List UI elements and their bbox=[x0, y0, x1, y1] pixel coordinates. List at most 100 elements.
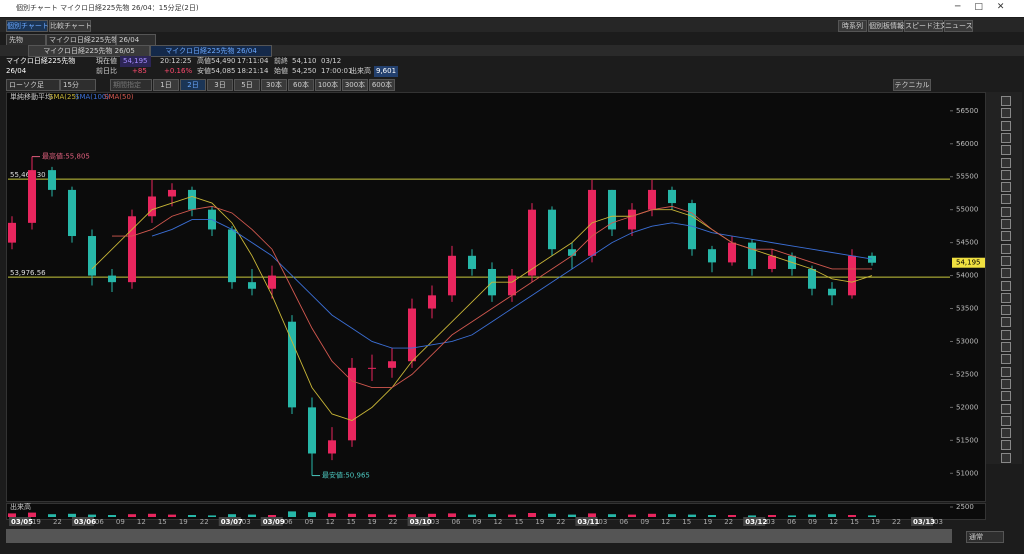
window-controls[interactable]: ─□✕ bbox=[955, 2, 1019, 12]
tool-icon[interactable] bbox=[1001, 268, 1011, 279]
volume-bar bbox=[868, 515, 876, 517]
tool-icon[interactable] bbox=[1001, 96, 1011, 106]
volume-bar bbox=[388, 514, 396, 517]
candle-body bbox=[48, 170, 56, 190]
date-highlight bbox=[407, 517, 430, 526]
tool-icon[interactable] bbox=[1001, 378, 1011, 389]
x-tick-label: 03/13 bbox=[913, 518, 935, 526]
toolbar-button[interactable]: ニュース bbox=[944, 20, 973, 32]
candle-body bbox=[108, 275, 116, 283]
tool-icon[interactable] bbox=[1001, 342, 1011, 352]
candle-body bbox=[728, 242, 736, 263]
range-button[interactable]: 60本 bbox=[288, 79, 314, 91]
select[interactable]: 15分 bbox=[60, 79, 96, 91]
volume-bar bbox=[328, 513, 336, 517]
range-button[interactable]: 1日 bbox=[153, 79, 179, 91]
x-tick-label: 19 bbox=[32, 518, 41, 526]
tool-icon[interactable] bbox=[1001, 255, 1011, 266]
x-tick-label: 19 bbox=[535, 518, 544, 526]
scrollbar[interactable] bbox=[6, 529, 952, 543]
tab[interactable]: 個別チャート bbox=[6, 20, 49, 32]
tool-icon[interactable] bbox=[1001, 329, 1011, 340]
range-button[interactable]: 3日 bbox=[207, 79, 233, 91]
volume-bar bbox=[408, 514, 416, 517]
x-tick-label: 09 bbox=[640, 518, 649, 526]
moving-average bbox=[151, 219, 873, 349]
tool-icon[interactable] bbox=[1001, 305, 1011, 316]
range-button[interactable]: 2日 bbox=[180, 79, 206, 91]
tool-icon[interactable] bbox=[1001, 243, 1011, 254]
volume-tick-label: 2500 bbox=[956, 503, 974, 511]
tool-icon[interactable] bbox=[1001, 206, 1011, 217]
candle-body bbox=[848, 255, 856, 296]
quote-value: 54,110 bbox=[292, 57, 317, 65]
indicator-label: 単純移動平均 bbox=[10, 92, 52, 101]
tool-icon[interactable] bbox=[1001, 428, 1011, 439]
volume-bar bbox=[148, 513, 156, 517]
tool-icon[interactable] bbox=[1001, 354, 1011, 365]
toolbar-button[interactable]: スピード注文 bbox=[904, 20, 947, 32]
x-tick-label: 03/10 bbox=[410, 518, 432, 526]
x-tick-label: 15 bbox=[347, 518, 356, 526]
tool-icon[interactable] bbox=[1001, 219, 1011, 229]
range-button[interactable]: 30本 bbox=[261, 79, 287, 91]
range-button[interactable]: 100本 bbox=[315, 79, 341, 91]
candle-body bbox=[348, 367, 356, 441]
tool-icon[interactable] bbox=[1001, 182, 1011, 193]
candle-body bbox=[608, 189, 616, 230]
tool-icon[interactable] bbox=[1001, 440, 1011, 451]
range-button[interactable]: 600本 bbox=[369, 79, 395, 91]
y-tick-label: 54000 bbox=[956, 272, 978, 280]
toolbar-button[interactable]: 時系列 bbox=[838, 20, 867, 32]
quote-label: 現在値 bbox=[96, 57, 117, 65]
tool-icon[interactable] bbox=[1001, 108, 1011, 119]
technical-button[interactable]: テクニカル bbox=[893, 79, 931, 91]
tool-icon[interactable] bbox=[1001, 132, 1011, 143]
sub-tab[interactable]: マイクロ日経225先物 26/04 bbox=[150, 45, 272, 57]
tool-icon[interactable] bbox=[1001, 415, 1011, 426]
chart-area bbox=[6, 92, 986, 502]
tool-icon[interactable] bbox=[1001, 120, 1011, 131]
volume-bar bbox=[608, 514, 616, 517]
toolbar-button[interactable]: 個別板情報 bbox=[868, 20, 904, 32]
tab[interactable]: 比較チャート bbox=[49, 20, 92, 32]
tool-icon[interactable] bbox=[1001, 403, 1011, 414]
tool-icon[interactable] bbox=[1001, 145, 1011, 156]
range-button[interactable]: 300本 bbox=[342, 79, 368, 91]
select[interactable]: 通常 bbox=[966, 531, 1004, 543]
y-tick-label: 52500 bbox=[956, 370, 978, 378]
tool-icon[interactable] bbox=[1001, 194, 1011, 205]
x-tick-label: 03 bbox=[934, 518, 943, 526]
candle-body bbox=[768, 255, 776, 269]
quote-value: 54,490 bbox=[211, 57, 236, 65]
candle-body bbox=[628, 209, 636, 230]
y-tick-label: 55000 bbox=[956, 206, 978, 214]
y-tick-label: 56500 bbox=[956, 107, 978, 115]
x-tick-label: 22 bbox=[892, 518, 901, 526]
tab-bar bbox=[0, 18, 1024, 32]
x-tick-label: 03/09 bbox=[263, 518, 285, 526]
tool-icon[interactable] bbox=[1001, 366, 1011, 377]
tool-icon[interactable] bbox=[1001, 157, 1011, 168]
tool-icon[interactable] bbox=[1001, 169, 1011, 180]
volume-bar bbox=[468, 514, 476, 517]
select[interactable]: ローソク足 bbox=[6, 79, 60, 91]
x-tick-label: 22 bbox=[556, 518, 565, 526]
tool-icon[interactable] bbox=[1001, 391, 1011, 402]
range-button[interactable]: 5日 bbox=[234, 79, 260, 91]
tool-icon[interactable] bbox=[1001, 452, 1011, 463]
quote-label: 出来高 bbox=[350, 67, 371, 75]
volume-bar bbox=[848, 515, 856, 517]
sub-tab[interactable]: マイクロ日経225先物 26/05 bbox=[28, 45, 150, 57]
annotation-label: 最高値:55,805 bbox=[42, 152, 90, 161]
quote-change: +85 bbox=[132, 67, 147, 75]
volume-bar bbox=[588, 513, 596, 517]
x-tick-label: 06 bbox=[95, 518, 104, 526]
date-highlight bbox=[575, 517, 598, 526]
y-tick-label: 52000 bbox=[956, 403, 978, 411]
tool-icon[interactable] bbox=[1001, 317, 1011, 328]
select[interactable]: 期間指定 bbox=[110, 79, 152, 91]
tool-icon[interactable] bbox=[1001, 231, 1011, 242]
tool-icon[interactable] bbox=[1001, 280, 1011, 291]
tool-icon[interactable] bbox=[1001, 292, 1011, 303]
